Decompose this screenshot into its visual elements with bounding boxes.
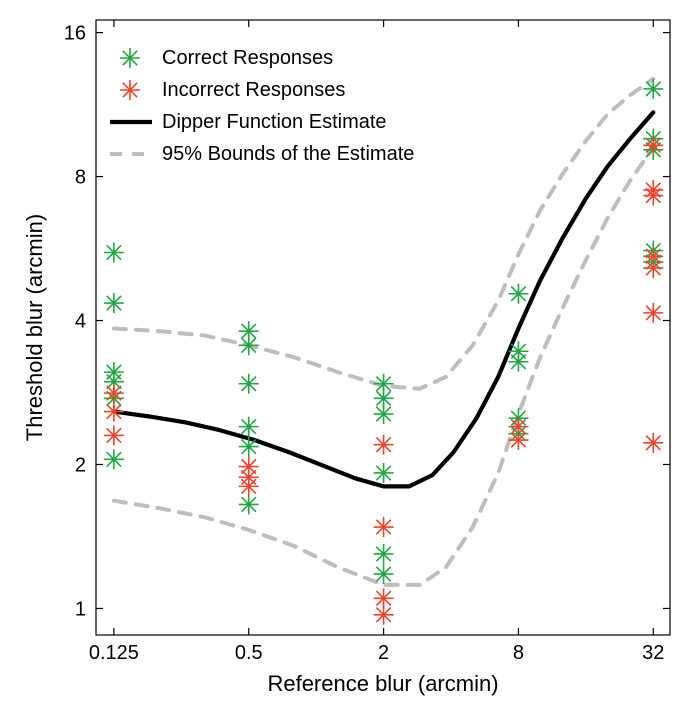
incorrect-point: [374, 435, 394, 455]
chart-bg: [0, 0, 697, 715]
correct-point: [374, 544, 394, 564]
y-tick-label: 4: [75, 311, 86, 333]
y-tick-label: 1: [75, 598, 86, 620]
correct-point: [508, 284, 528, 304]
incorrect-point: [643, 135, 663, 155]
incorrect-point: [104, 425, 124, 445]
legend-marker: [120, 80, 140, 100]
correct-point: [643, 79, 663, 99]
x-axis-label: Reference blur (arcmin): [267, 671, 498, 696]
incorrect-point: [374, 605, 394, 625]
incorrect-point: [643, 186, 663, 206]
y-axis-label: Threshold blur (arcmin): [22, 214, 47, 441]
x-tick-label: 0.5: [235, 642, 263, 664]
correct-point: [239, 417, 259, 437]
correct-point: [374, 404, 394, 424]
incorrect-point: [374, 517, 394, 537]
incorrect-point: [104, 402, 124, 422]
chart-container: 0.125 0.5 2 8 32 1 2 4 8 16 Reference blur (arcmin…: [0, 0, 697, 715]
x-tick-label: 32: [642, 642, 664, 664]
correct-point: [239, 437, 259, 457]
incorrect-point: [643, 433, 663, 453]
correct-point: [104, 449, 124, 469]
y-tick-label: 2: [75, 454, 86, 476]
incorrect-point: [643, 258, 663, 278]
x-tick-label: 8: [513, 642, 524, 664]
correct-point: [374, 564, 394, 584]
correct-point: [239, 335, 259, 355]
y-tick-label: 8: [75, 167, 86, 189]
legend-label: 95% Bounds of the Estimate: [162, 143, 414, 165]
legend-label: Incorrect Responses: [162, 79, 345, 101]
correct-point: [104, 242, 124, 262]
x-tick-label: 2: [378, 642, 389, 664]
incorrect-point: [508, 430, 528, 450]
legend-label: Dipper Function Estimate: [162, 111, 387, 133]
legend-marker: [120, 48, 140, 68]
y-tick-label: 16: [64, 23, 86, 45]
x-tick-label: 0.125: [89, 642, 139, 664]
correct-point: [104, 293, 124, 313]
incorrect-point: [104, 383, 124, 403]
correct-point: [239, 494, 259, 514]
incorrect-point: [239, 476, 259, 496]
incorrect-point: [643, 303, 663, 323]
correct-point: [374, 463, 394, 483]
correct-point: [508, 352, 528, 372]
legend-label: Correct Responses: [162, 47, 333, 69]
chart-svg: 0.125 0.5 2 8 32 1 2 4 8 16 Reference blur (arcmin…: [0, 0, 697, 715]
correct-point: [239, 374, 259, 394]
